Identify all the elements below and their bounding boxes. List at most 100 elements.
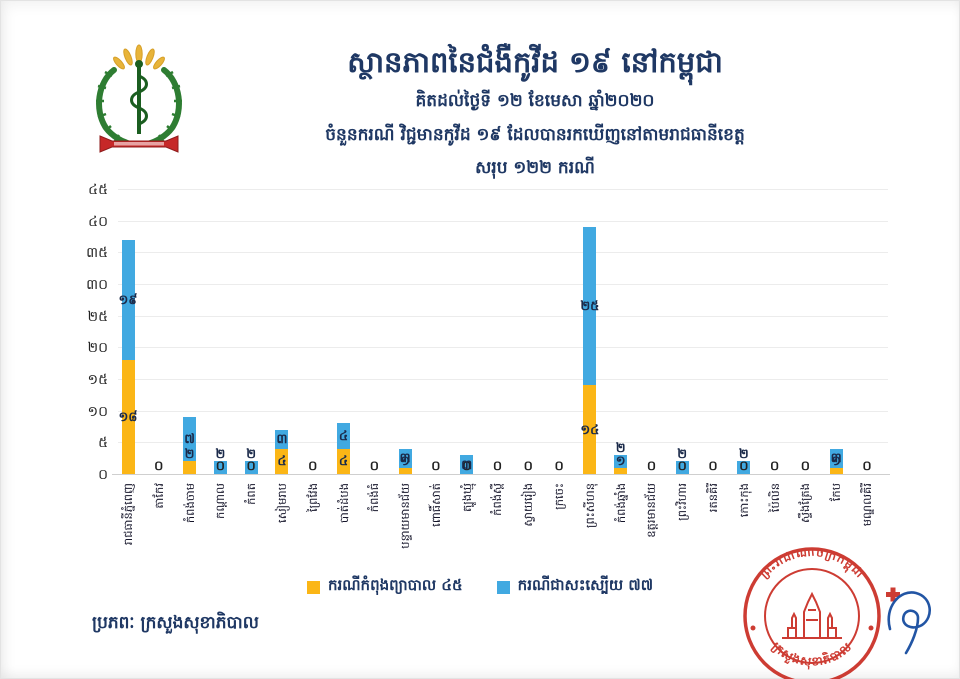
- date-line: គិតដល់ថ្ងៃទី ១២ ខែមេសា ឆ្នាំ២០២០: [415, 91, 655, 112]
- bar-label-recovered: ៣: [399, 451, 411, 467]
- treated-color-swatch: [306, 580, 320, 594]
- bar-label-recovered: ៤: [338, 429, 349, 444]
- x-axis-category-label: កំពង់ចាម: [182, 483, 197, 524]
- bar-label-treated: ០: [308, 459, 318, 474]
- bar-segment-recovered: [829, 448, 843, 468]
- bar-label-treated: ១៨: [118, 410, 138, 425]
- bar-segment-treated: [275, 448, 289, 474]
- chart-gridline: [118, 284, 888, 285]
- bar-label-treated: ១៤: [580, 422, 600, 438]
- stamp-top-text: ព្រះរាជាណាចក្រកម្ពុជា: [757, 544, 868, 581]
- bar-label-recovered: ១៩: [118, 292, 138, 308]
- bar-label-treated: ០: [369, 459, 379, 474]
- subtitle: ចំនួនករណី វិជ្ជមានកូវីដ ១៩ ដែលបានរកឃើញនៅ…: [325, 125, 745, 146]
- logo-staff-and-serpent: [130, 60, 148, 134]
- x-axis-category-label: ស្វាយរៀង: [521, 483, 536, 527]
- source-text: ប្រភពៈ ក្រសួងសុខាភិបាល: [92, 613, 259, 633]
- y-axis-tick-label: ១០: [87, 403, 108, 420]
- bar-segment-recovered: [675, 461, 689, 474]
- bar-label-treated: ០: [800, 459, 810, 474]
- x-axis-line: [112, 474, 890, 475]
- bar-label-treated: ០: [677, 459, 687, 474]
- bar-label-recovered: ៣: [830, 451, 842, 467]
- chart-gridline: [118, 315, 888, 317]
- bar-label-recovered: ២: [246, 447, 257, 463]
- bar-label-recovered: ៧: [184, 432, 195, 448]
- chart-legend: ករណីកំពុងព្យាបាល ៤៥ ករណីជាសះស្បើយ ៧៧: [0, 576, 960, 598]
- bar-label-treated: ០: [862, 459, 872, 474]
- page-title: ស្ថានភាពនៃជំងឺកូវីដ ១៩ នៅកម្ពុជា: [347, 45, 723, 79]
- x-axis-category-label: ឧត្តរមានជ័យ: [644, 483, 659, 538]
- bar-label-treated: ២: [184, 447, 195, 463]
- bar-segment-recovered: [121, 239, 135, 360]
- bar-segment-treated: [398, 467, 412, 474]
- legend-label-treated: ករណីកំពុងព្យាបាល ៤៥: [327, 576, 463, 594]
- bar-label-treated: ០: [769, 459, 780, 474]
- y-axis-tick-label: ៤០: [88, 213, 108, 230]
- y-axis-tick-label: ២៥: [87, 308, 108, 325]
- bar-segment-recovered: [183, 417, 197, 462]
- x-axis-category-label: កំពង់ស្ពឺ: [490, 483, 505, 516]
- x-axis-category-label: ព្រៃវែង: [305, 483, 320, 512]
- y-axis-tick-label: ២០: [87, 340, 108, 357]
- bar-label-treated: ០: [739, 459, 749, 474]
- bar-segment-treated: [183, 461, 197, 474]
- chart-gridline: [118, 379, 888, 380]
- y-axis-tick-label: ៣៥: [86, 245, 108, 262]
- x-axis-category-label: តាកែវ: [151, 483, 166, 509]
- stamp-star-icons: [750, 625, 874, 631]
- bar-label-treated: ៤: [277, 454, 287, 470]
- bar-label-recovered: ៣: [276, 432, 288, 448]
- bar-segment-recovered: [275, 429, 289, 449]
- chart-gridline: [118, 252, 888, 254]
- legend-label-recovered: ករណីជាសះស្បើយ ៧៧: [517, 576, 654, 594]
- chart-gridline: [118, 347, 888, 349]
- ministry-stamp: ព្រះរាជាណាចក្រកម្ពុជា ក្រសួងសុខាភិបាល: [743, 544, 900, 679]
- bar-segment-treated: [614, 467, 628, 474]
- logo-rays: [113, 44, 165, 70]
- chart-gridline: [118, 189, 888, 190]
- x-axis-category-label: កំពង់ឆ្នាំង: [613, 483, 628, 524]
- bar-segment-treated: [829, 467, 843, 474]
- y-axis-tick-label: ០: [98, 467, 108, 483]
- x-axis-category-label: ពោធិ៍សាត់: [428, 483, 443, 527]
- bar-label-treated: ១: [831, 453, 842, 469]
- bar-label-treated: ០: [646, 459, 657, 474]
- bar-segment-recovered: [460, 455, 474, 474]
- bar-label-recovered: ២៥: [580, 299, 600, 315]
- bar-label-recovered: ៣: [461, 457, 473, 473]
- bar-label-treated: ១: [400, 453, 411, 469]
- title-block: ស្ថានភាពនៃជំងឺកូវីដ ១៩ នៅកម្ពុជា គិតដល់ថ…: [170, 44, 900, 182]
- bar-label-recovered: ២: [677, 447, 688, 463]
- stamp-angkor-wat-icon: [782, 591, 842, 639]
- x-axis-category-label: សៀមរាប: [274, 483, 289, 523]
- x-axis-category-label: បន្ទាយមានជ័យ: [398, 483, 413, 549]
- y-axis-tick-label: ១៥: [87, 372, 108, 388]
- bar-segment-treated: [583, 385, 597, 474]
- bar-label-treated: ០: [246, 459, 256, 474]
- bar-label-treated: ០: [708, 459, 718, 474]
- bar-segment-treated: [337, 448, 351, 474]
- x-axis-category-label: ព្រះសីហនុ: [582, 483, 597, 528]
- bar-segment-recovered: [213, 461, 227, 474]
- bar-label-treated: ១: [615, 453, 626, 469]
- legend-item-recovered: ករណីជាសះស្បើយ ៧៧: [496, 576, 654, 598]
- bar-segment-recovered: [614, 455, 628, 468]
- chart-gridline: [118, 410, 888, 412]
- bar-segment-recovered: [737, 461, 751, 474]
- x-axis-category-label: កំពង់ធំ: [367, 483, 382, 513]
- bar-label-treated: ០: [523, 459, 533, 474]
- bar-label-recovered: ២: [615, 441, 626, 456]
- recovered-color-swatch: [496, 580, 510, 594]
- y-axis-tick-label: ៤៥: [88, 182, 108, 198]
- legend-item-treated: ករណីកំពុងព្យាបាល ៤៥: [306, 576, 463, 598]
- bar-label-treated: ៤: [338, 454, 349, 470]
- bar-segment-recovered: [583, 227, 597, 386]
- x-axis-category-label: បាត់ដំបង: [336, 483, 351, 524]
- x-axis-category-label: កំពត: [244, 483, 259, 505]
- signature-mark: [887, 591, 931, 655]
- x-axis-category-label: ព្រះវិហារ: [675, 483, 690, 521]
- bar-label-recovered: ២: [738, 447, 749, 463]
